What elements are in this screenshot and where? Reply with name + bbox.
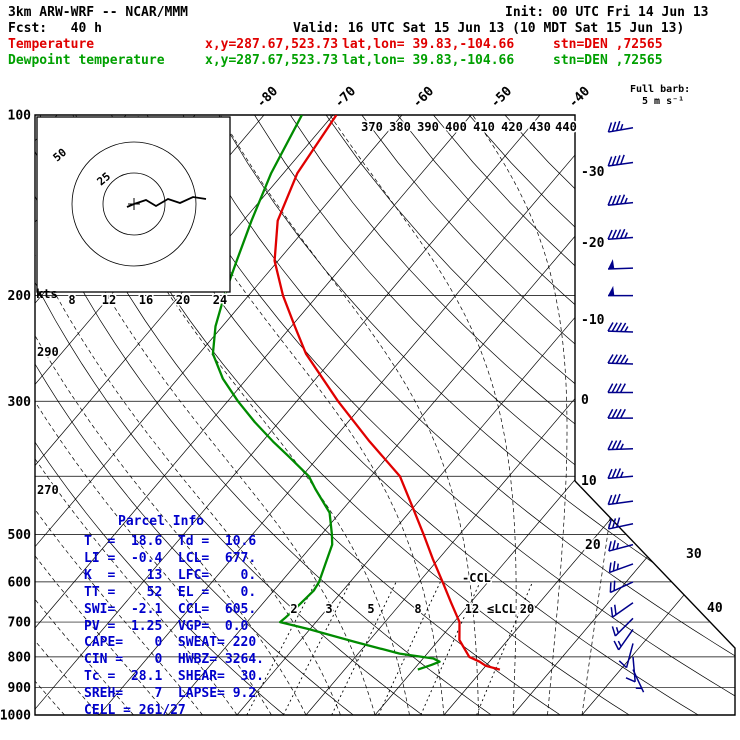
svg-text:-70: -70 — [332, 84, 359, 111]
hodograph-ring — [102, 172, 166, 236]
svg-text:16: 16 — [139, 293, 153, 307]
svg-text:500: 500 — [8, 528, 32, 543]
svg-text:≤LCL: ≤LCL — [487, 602, 516, 616]
svg-text:400: 400 — [445, 120, 467, 134]
svg-text:-80: -80 — [254, 84, 281, 111]
svg-text:8: 8 — [68, 293, 75, 307]
svg-text:5: 5 — [367, 602, 374, 616]
svg-text:12: 12 — [465, 602, 479, 616]
svg-text:700: 700 — [8, 616, 32, 631]
temperature-legend: Temperature — [8, 37, 95, 52]
dewpoint-station: stn=DEN ,72565 — [553, 53, 663, 68]
barb-legend-value: 5 m s⁻¹ — [642, 96, 685, 107]
svg-text:-20: -20 — [581, 236, 605, 251]
svg-text:390: 390 — [417, 120, 439, 134]
plot-boundary — [34, 114, 736, 716]
dewpoint-latlon: lat,lon= 39.83,-104.66 — [342, 53, 515, 68]
svg-text:3: 3 — [325, 602, 332, 616]
svg-text:12: 12 — [102, 293, 116, 307]
init-time: Init: 00 UTC Fri 14 Jun 13 — [505, 5, 709, 20]
svg-text:370: 370 — [361, 120, 383, 134]
svg-text:290: 290 — [37, 345, 59, 359]
hodograph-trace — [126, 196, 207, 208]
svg-text:300: 300 — [8, 395, 32, 410]
parcel-info-panel: Parcel Info T = 18.6 Td = 10.6 LI = -0.4… — [84, 514, 264, 720]
sounding-curves — [211, 115, 501, 671]
svg-text:-50: -50 — [488, 84, 515, 111]
svg-text:30: 30 — [686, 547, 702, 562]
svg-text:10: 10 — [581, 474, 597, 489]
model-title: 3km ARW-WRF -- NCAR/MMM — [8, 5, 189, 20]
svg-text:380: 380 — [389, 120, 411, 134]
temperature-latlon: lat,lon= 39.83,-104.66 — [342, 37, 515, 52]
barb-legend-title: Full barb: — [630, 84, 691, 95]
svg-text:270: 270 — [37, 483, 59, 497]
svg-text:-30: -30 — [581, 165, 605, 180]
svg-text:800: 800 — [8, 650, 32, 665]
svg-text:-10: -10 — [581, 313, 605, 328]
svg-text:900: 900 — [8, 681, 32, 696]
svg-text:20: 20 — [585, 538, 601, 553]
svg-text:440: 440 — [555, 120, 577, 134]
svg-text:-40: -40 — [566, 84, 593, 111]
temperature-curve — [273, 115, 501, 671]
svg-text:430: 430 — [529, 120, 551, 134]
hodograph-ring — [71, 141, 197, 267]
svg-text:-CCL: -CCL — [462, 571, 491, 585]
dewpoint-xy: x,y=287.67,523.73 — [205, 53, 339, 68]
hodograph-inset — [36, 116, 231, 293]
valid-time: Valid: 16 UTC Sat 15 Jun 13 (10 MDT Sat … — [293, 21, 685, 36]
svg-text:0: 0 — [581, 393, 589, 408]
svg-text:420: 420 — [501, 120, 523, 134]
svg-text:20: 20 — [176, 293, 190, 307]
temperature-station: stn=DEN ,72565 — [553, 37, 663, 52]
svg-text:600: 600 — [8, 575, 32, 590]
svg-text:2: 2 — [290, 602, 297, 616]
svg-text:40: 40 — [707, 601, 723, 616]
svg-text:1000: 1000 — [0, 709, 31, 724]
forecast-hour: Fcst: 40 h — [8, 21, 102, 36]
temperature-xy: x,y=287.67,523.73 — [205, 37, 339, 52]
parcel-info-title: Parcel Info — [118, 514, 205, 529]
svg-text:-60: -60 — [410, 84, 437, 111]
svg-text:8: 8 — [414, 602, 421, 616]
svg-text:410: 410 — [473, 120, 495, 134]
dewpoint-curve — [211, 115, 441, 671]
svg-text:24: 24 — [213, 293, 227, 307]
svg-text:20: 20 — [520, 602, 534, 616]
svg-text:100: 100 — [8, 109, 32, 124]
wind-barb-column — [607, 120, 645, 693]
svg-text:200: 200 — [8, 289, 32, 304]
parcel-info-values: T = 18.6 Td = 10.6 LI = -0.4 LCL= 677. K… — [84, 534, 265, 719]
dewpoint-legend: Dewpoint temperature — [8, 53, 165, 68]
svg-text:kts: kts — [36, 287, 58, 301]
